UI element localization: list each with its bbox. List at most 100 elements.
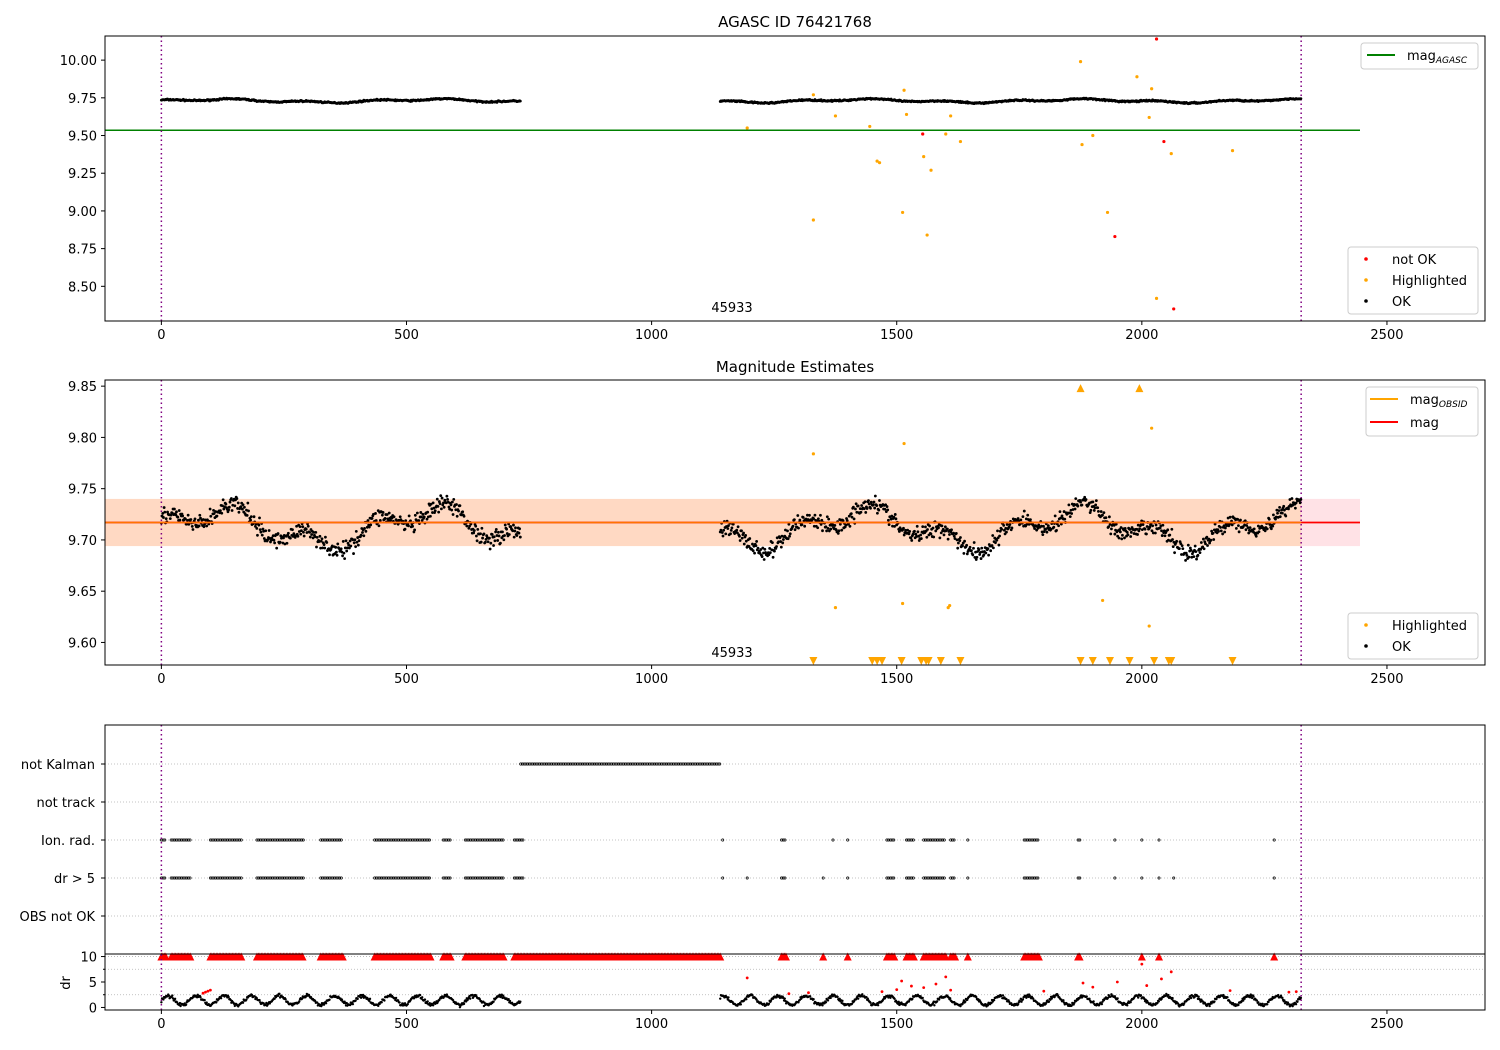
ok-point <box>876 511 879 515</box>
ok-point <box>981 550 984 554</box>
ok-point <box>1117 536 1121 540</box>
flag-marker <box>846 876 850 880</box>
ok-point <box>958 539 962 543</box>
ok-point <box>1228 515 1232 519</box>
ok-point <box>1063 517 1067 521</box>
ok-point <box>1151 524 1155 528</box>
ok-point <box>1163 534 1167 538</box>
ok-point <box>385 513 389 516</box>
ok-point <box>257 523 261 527</box>
legend-point-swatch <box>1364 299 1368 303</box>
ok-point <box>878 499 881 502</box>
ok-point <box>875 504 879 507</box>
ok-point <box>1284 514 1288 518</box>
ok-point <box>1120 537 1124 541</box>
dr-ok-point <box>935 1000 939 1003</box>
dr-ok-point <box>469 997 472 1000</box>
ok-point <box>481 536 484 540</box>
ok-point <box>518 527 522 531</box>
ok-point <box>1121 533 1124 537</box>
ok-point <box>437 510 441 514</box>
ok-point <box>937 526 940 530</box>
ok-point <box>719 528 723 532</box>
x-tick-label: 500 <box>394 328 419 343</box>
ok-point <box>260 533 264 537</box>
ok-point <box>1202 547 1206 551</box>
ok-point <box>1110 527 1113 531</box>
ok-point <box>742 531 745 535</box>
ok-point <box>432 506 436 510</box>
ok-point <box>499 541 502 545</box>
y-tick-label: 9.85 <box>68 380 97 395</box>
ok-point <box>1278 505 1281 509</box>
ok-point <box>465 524 469 528</box>
ok-point <box>462 514 466 518</box>
ok-point <box>836 532 840 535</box>
ok-point <box>1109 532 1113 536</box>
ok-point <box>819 522 823 526</box>
ok-point <box>924 525 927 529</box>
panel-flags-plot <box>105 725 1485 1010</box>
ok-point <box>1084 498 1088 501</box>
ok-point <box>209 514 213 518</box>
obsid-annotation: 45933 <box>711 301 752 316</box>
ok-point <box>1141 523 1145 527</box>
ok-point <box>369 523 373 527</box>
ok-point <box>322 543 326 546</box>
flag-marker <box>501 838 505 842</box>
ok-point <box>227 505 231 509</box>
ok-point <box>819 513 822 517</box>
ok-point <box>909 536 913 540</box>
ok-point <box>865 507 869 510</box>
dr-ok-point <box>245 998 248 1001</box>
ok-point <box>1097 509 1100 513</box>
x-tick-label: 0 <box>157 672 165 687</box>
dr-ok-point <box>821 1004 824 1007</box>
ok-point <box>801 516 805 519</box>
ok-point <box>800 523 804 526</box>
ok-point <box>797 526 800 530</box>
ok-point <box>1180 544 1184 548</box>
x-tick-label: 1500 <box>880 672 913 687</box>
ok-point <box>1068 515 1072 519</box>
ok-point <box>490 533 494 536</box>
dr-ok-point <box>215 1001 218 1004</box>
ok-point <box>742 542 746 546</box>
ok-point <box>1005 530 1008 534</box>
ok-point <box>442 505 446 509</box>
ok-point <box>820 518 824 522</box>
ok-point <box>377 524 381 528</box>
flag-marker <box>911 838 915 842</box>
y-tick-label: 9.75 <box>68 483 97 498</box>
ok-point <box>237 510 241 514</box>
ok-point <box>886 518 890 522</box>
highlighted-offscale-marker <box>1125 656 1134 665</box>
ok-point <box>426 510 430 514</box>
y-tick-label: 8.75 <box>68 243 97 258</box>
ok-point <box>399 518 403 522</box>
ok-point <box>970 549 973 553</box>
highlighted-offscale-marker <box>1076 656 1085 665</box>
ok-point <box>829 527 833 531</box>
ok-point <box>197 518 200 522</box>
ok-point <box>354 545 358 549</box>
dr-ok-point <box>284 998 287 1001</box>
highlighted-point <box>811 218 815 222</box>
ok-point <box>1094 503 1098 507</box>
ok-point <box>417 519 421 522</box>
ok-point <box>946 527 949 531</box>
ok-point <box>1237 524 1240 528</box>
ok-point <box>221 498 225 502</box>
dr-ok-point <box>328 998 331 1001</box>
ok-point <box>1145 532 1148 536</box>
ok-point <box>961 544 964 548</box>
ok-point <box>1177 547 1181 550</box>
ok-point <box>925 535 929 539</box>
obsid-annotation: 45933 <box>711 646 752 661</box>
highlighted-point <box>745 126 749 130</box>
ok-point <box>436 504 440 508</box>
ok-point <box>291 528 294 532</box>
flag-marker <box>163 876 167 880</box>
highlighted-point <box>877 161 882 165</box>
